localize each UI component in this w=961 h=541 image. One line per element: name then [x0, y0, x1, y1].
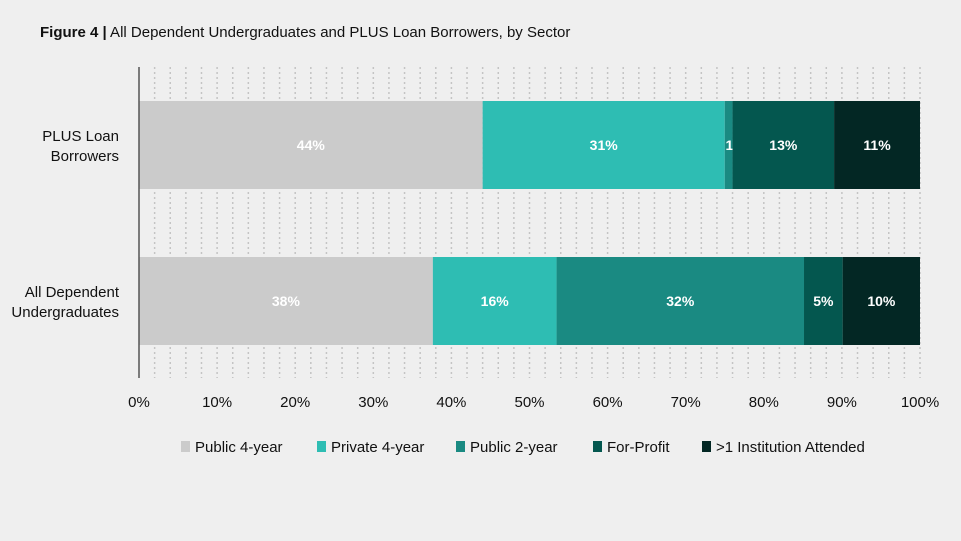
bar-segment [724, 101, 733, 189]
figure-title: All Dependent Undergraduates and PLUS Lo… [106, 24, 571, 41]
legend-swatch [181, 441, 190, 452]
legend-label: For-Profit [607, 439, 670, 456]
data-label: 31% [590, 137, 619, 153]
bar-segment [834, 101, 920, 189]
x-tick-label: 20% [280, 394, 310, 411]
data-label: 16% [481, 293, 510, 309]
figure-number: Figure 4 | [40, 24, 107, 41]
category-label: Borrowers [51, 148, 119, 165]
bar-segment [732, 101, 835, 189]
legend-swatch [456, 441, 465, 452]
category-label: Undergraduates [11, 304, 119, 321]
x-tick-label: 40% [436, 394, 466, 411]
data-label: 32% [666, 293, 695, 309]
legend-label: >1 Institution Attended [716, 439, 865, 456]
bar-segment [842, 257, 920, 345]
bar-segment [139, 101, 483, 189]
data-label: 38% [272, 293, 301, 309]
legend-swatch [593, 441, 602, 452]
data-label: 13% [769, 137, 798, 153]
data-label: 5% [813, 293, 834, 309]
x-tick-label: 60% [593, 394, 623, 411]
bar-segment [804, 257, 843, 345]
data-label: 10% [867, 293, 896, 309]
bar-segment [139, 257, 433, 345]
x-tick-label: 80% [749, 394, 779, 411]
bar-segment [556, 257, 805, 345]
x-tick-label: 100% [901, 394, 939, 411]
x-tick-label: 30% [358, 394, 388, 411]
category-label: All Dependent [25, 284, 120, 301]
category-label: PLUS Loan [42, 128, 119, 145]
x-tick-label: 0% [128, 394, 150, 411]
legend-label: Private 4-year [331, 439, 424, 456]
bar-segment [482, 101, 725, 189]
data-label: 44% [297, 137, 326, 153]
x-tick-label: 10% [202, 394, 232, 411]
legend-swatch [317, 441, 326, 452]
legend-swatch [702, 441, 711, 452]
x-tick-label: 90% [827, 394, 857, 411]
chart-title: Figure 4 | All Dependent Undergraduates … [40, 24, 570, 41]
x-tick-label: 50% [514, 394, 544, 411]
bar-segment [432, 257, 557, 345]
legend-label: Public 4-year [195, 439, 283, 456]
legend-label: Public 2-year [470, 439, 558, 456]
x-tick-label: 70% [671, 394, 701, 411]
data-label: 11% [863, 137, 891, 153]
